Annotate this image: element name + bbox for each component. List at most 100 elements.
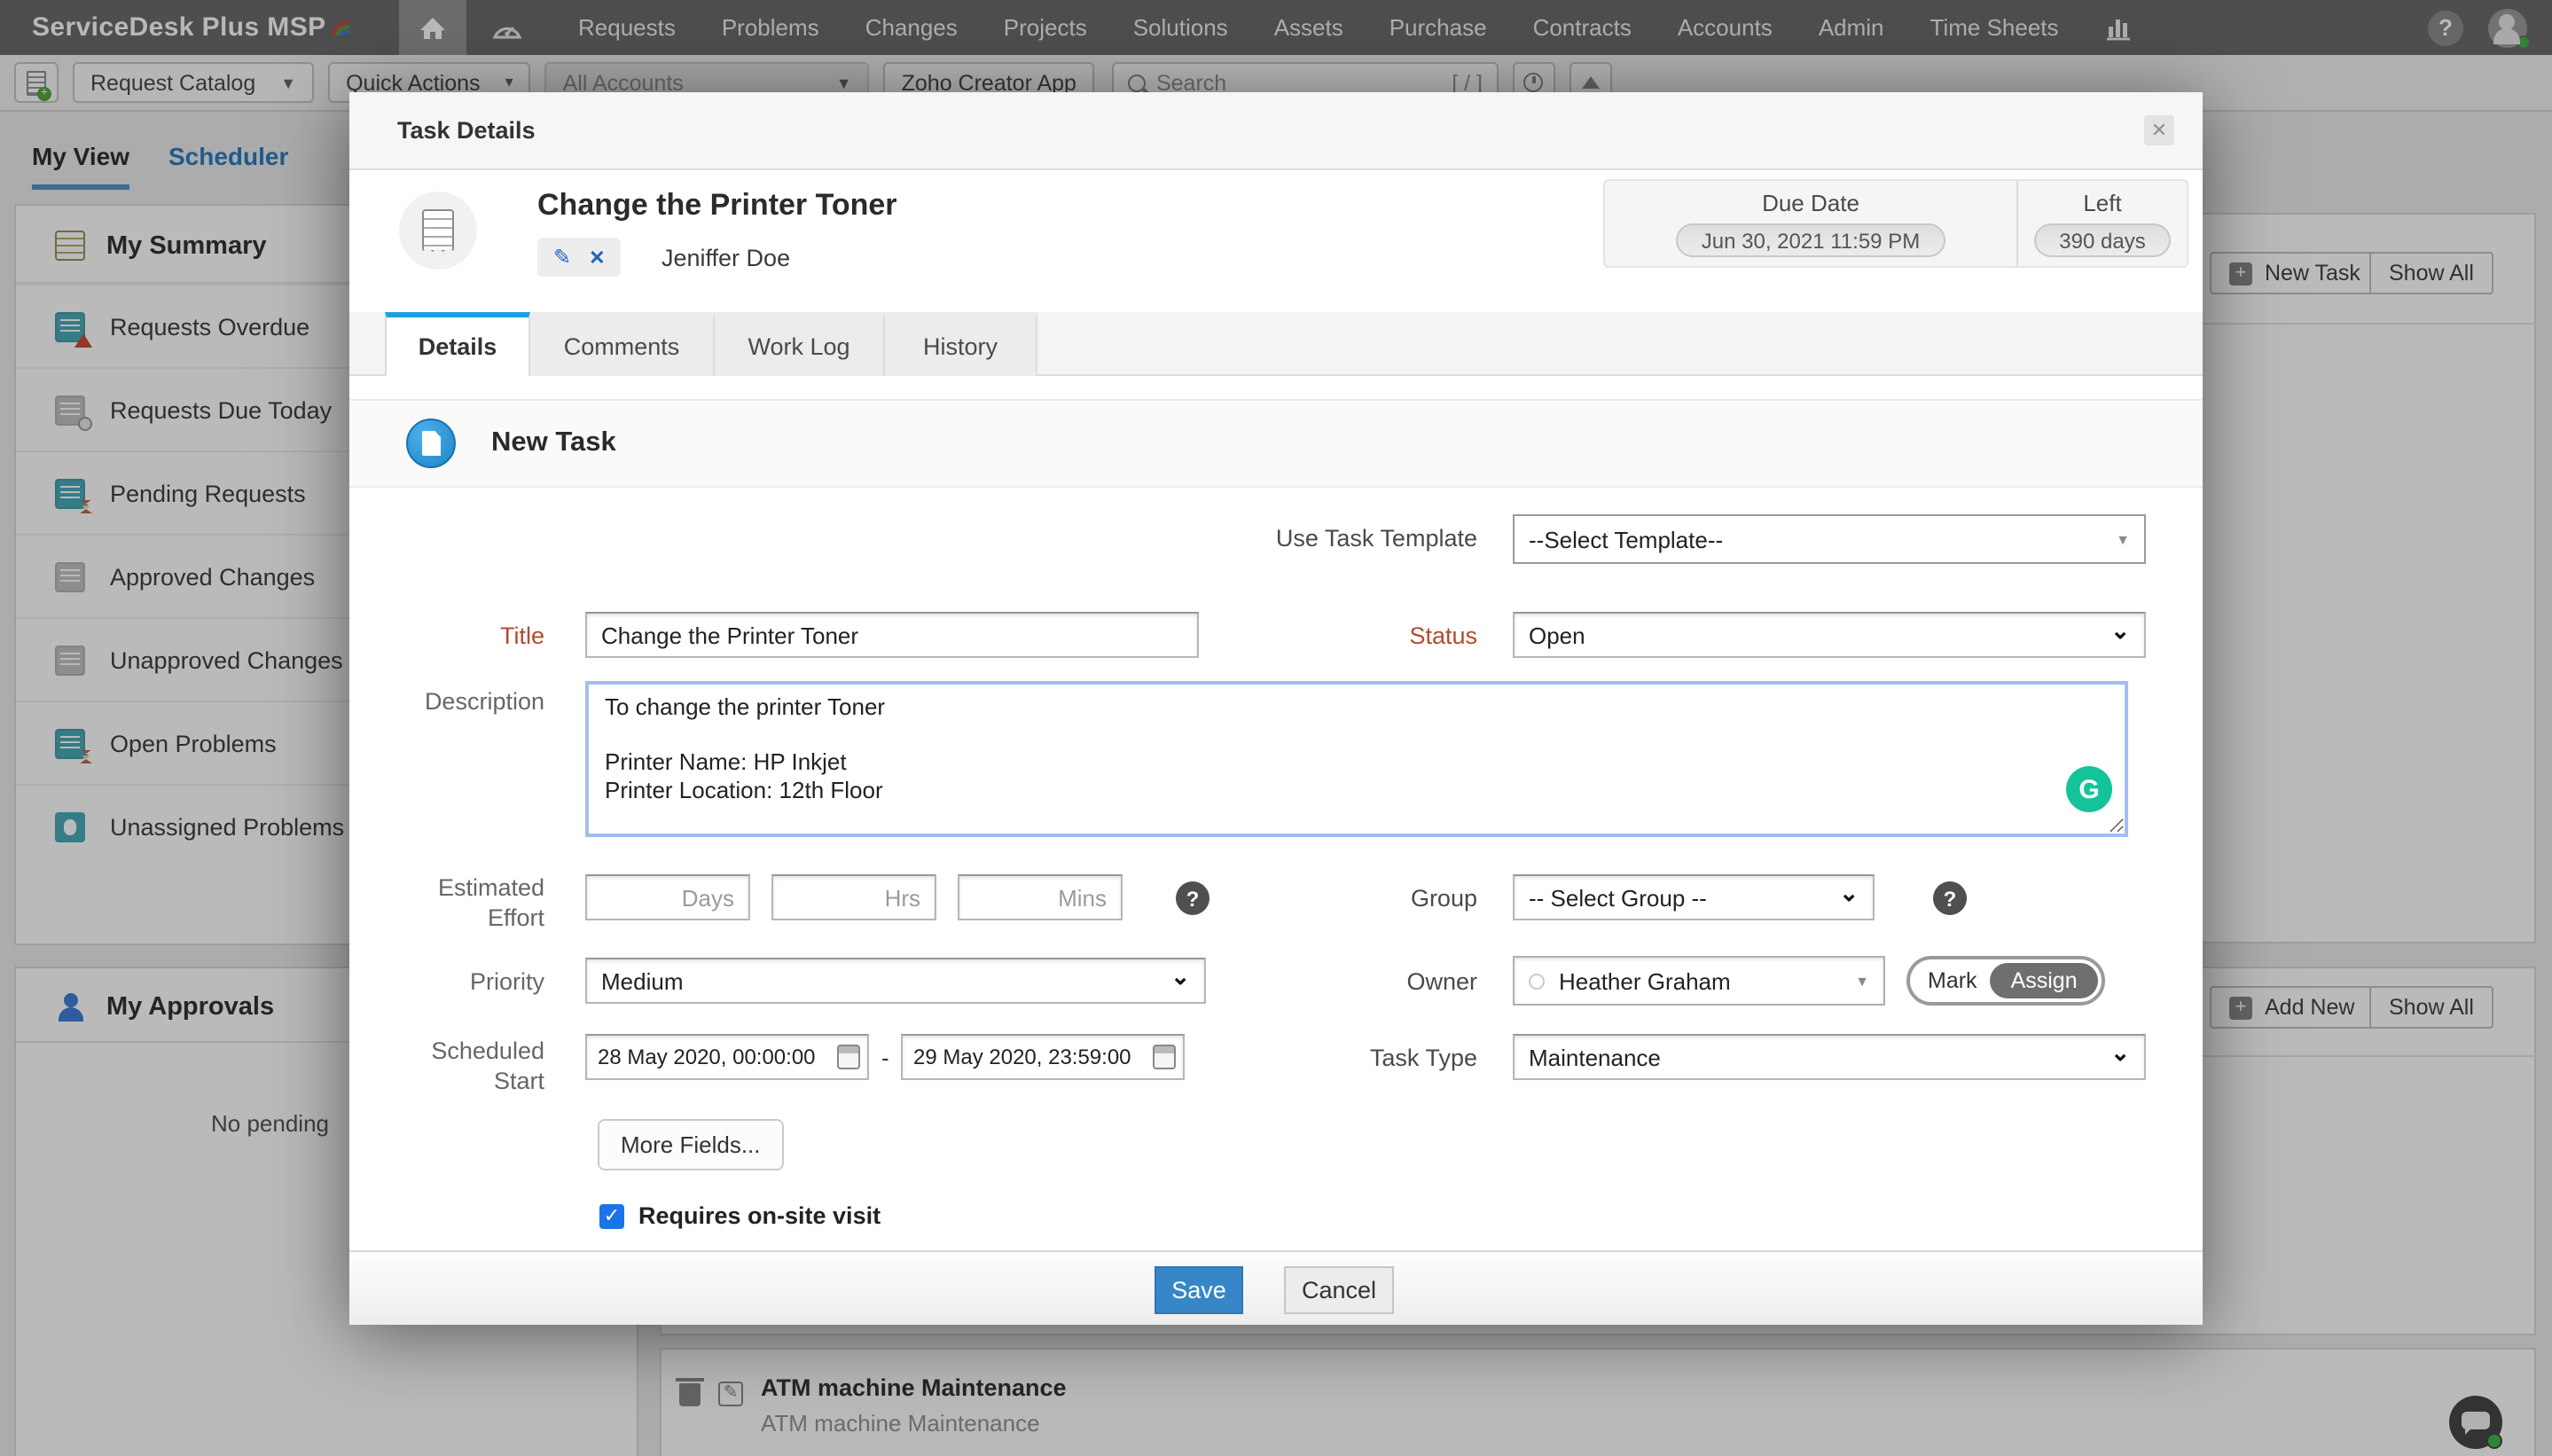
delete-x-icon[interactable]: ✕ bbox=[589, 247, 606, 269]
priority-select[interactable]: Medium ⌄ bbox=[585, 958, 1206, 1004]
save-button[interactable]: Save bbox=[1155, 1266, 1243, 1314]
task-type-select[interactable]: Maintenance ⌄ bbox=[1513, 1034, 2146, 1080]
bg-add-new-button[interactable]: + Add New bbox=[2210, 986, 2375, 1029]
brand-logo[interactable]: ServiceDesk Plus MSP bbox=[0, 0, 399, 55]
grammarly-icon[interactable]: G bbox=[2066, 766, 2112, 812]
plus-icon: + bbox=[2229, 262, 2252, 285]
effort-hours-input[interactable] bbox=[771, 874, 936, 920]
assign-button[interactable]: Assign bbox=[1989, 963, 2099, 998]
home-icon bbox=[420, 17, 445, 38]
effort-help-icon[interactable]: ? bbox=[1176, 881, 1209, 915]
title-label: Title bbox=[499, 622, 544, 649]
calendar-icon[interactable] bbox=[837, 1045, 860, 1069]
effort-label-line1: Estimated bbox=[437, 874, 544, 901]
my-approvals-card: My Approvals No pending bbox=[14, 967, 638, 1456]
effort-mins-input[interactable] bbox=[958, 874, 1123, 920]
description-label: Description bbox=[424, 688, 544, 715]
title-input[interactable] bbox=[585, 612, 1199, 658]
edit-pencil-icon[interactable]: ✎ bbox=[553, 245, 572, 270]
nav-item-time-sheets[interactable]: Time Sheets bbox=[1930, 14, 2059, 41]
mark-assign-control: Mark Assign bbox=[1906, 956, 2106, 1006]
task-type-label: Task Type bbox=[1369, 1045, 1477, 1071]
scheduled-end-input[interactable]: 29 May 2020, 23:59:00 bbox=[901, 1034, 1185, 1080]
user-avatar[interactable] bbox=[2488, 8, 2531, 49]
new-task-section-header: New Task bbox=[349, 399, 2203, 488]
scheduled-start-input[interactable]: 28 May 2020, 00:00:00 bbox=[585, 1034, 869, 1080]
change-unapproved-icon bbox=[55, 645, 85, 675]
nav-item-assets[interactable]: Assets bbox=[1273, 14, 1343, 41]
group-help-icon[interactable]: ? bbox=[1933, 881, 1967, 915]
more-fields-button[interactable]: More Fields... bbox=[598, 1119, 784, 1170]
sidebar-item-approved-changes[interactable]: Approved Changes bbox=[16, 534, 637, 617]
nav-item-requests[interactable]: Requests bbox=[578, 14, 676, 41]
description-textarea[interactable]: To change the printer Toner Printer Name… bbox=[585, 681, 2128, 837]
help-button[interactable]: ? bbox=[2428, 10, 2463, 45]
delete-icon[interactable] bbox=[676, 1377, 704, 1405]
close-icon[interactable]: ✕ bbox=[2144, 115, 2174, 145]
brand-swoosh-icon bbox=[331, 20, 350, 37]
triangle-up-icon bbox=[1581, 76, 1600, 89]
my-approvals-header: My Approvals bbox=[16, 968, 637, 1043]
edit-icon[interactable]: ✎ bbox=[718, 1382, 743, 1406]
plus-icon: + bbox=[2229, 996, 2252, 1019]
gauge-icon bbox=[492, 26, 522, 38]
tab-comments[interactable]: Comments bbox=[530, 312, 715, 376]
sidebar-item-unapproved-changes[interactable]: Unapproved Changes bbox=[16, 617, 637, 701]
catalog-doc-icon: + bbox=[27, 70, 51, 100]
person-icon bbox=[55, 991, 85, 1022]
nav-item-projects[interactable]: Projects bbox=[1003, 14, 1087, 41]
approvals-empty-text: No pending bbox=[211, 1110, 329, 1137]
onsite-checkbox[interactable]: ✓ bbox=[599, 1204, 624, 1229]
sidebar-item-requests-overdue[interactable]: Requests Overdue bbox=[16, 284, 637, 367]
tab-details[interactable]: Details bbox=[385, 312, 530, 376]
nav-item-problems[interactable]: Problems bbox=[721, 14, 819, 41]
nav-item-contracts[interactable]: Contracts bbox=[1532, 14, 1632, 41]
bg-show-all-button[interactable]: Show All bbox=[2369, 252, 2493, 294]
template-select[interactable]: --Select Template-- ▼ bbox=[1513, 514, 2146, 564]
bg-new-task-button[interactable]: + New Task bbox=[2210, 252, 2380, 294]
nav-home-tab[interactable] bbox=[399, 0, 466, 55]
sidebar-item-requests-due-today[interactable]: Requests Due Today bbox=[16, 367, 637, 450]
tab-scheduler[interactable]: Scheduler bbox=[168, 142, 289, 170]
task-type-badge bbox=[399, 192, 477, 270]
owner-select[interactable]: Heather Graham ▼ bbox=[1513, 956, 1885, 1006]
doc-clock-icon bbox=[55, 395, 92, 430]
owner-status-icon bbox=[1529, 973, 1545, 989]
tab-history[interactable]: History bbox=[885, 312, 1037, 376]
request-catalog-dropdown[interactable]: Request Catalog ▼ bbox=[73, 62, 315, 103]
owner-label: Owner bbox=[1406, 968, 1477, 995]
modal-footer: Save Cancel bbox=[349, 1250, 2203, 1325]
nav-right-cluster: ? bbox=[2428, 0, 2552, 55]
tab-work-log[interactable]: Work Log bbox=[715, 312, 885, 376]
status-label: Status bbox=[1409, 622, 1477, 649]
chevron-down-icon: ⌄ bbox=[2110, 617, 2130, 644]
nav-item-changes[interactable]: Changes bbox=[865, 14, 958, 41]
nav-item-solutions[interactable]: Solutions bbox=[1132, 14, 1228, 41]
group-select[interactable]: -- Select Group -- ⌄ bbox=[1513, 874, 1875, 920]
cancel-button[interactable]: Cancel bbox=[1284, 1266, 1394, 1314]
chat-button[interactable] bbox=[2449, 1396, 2502, 1449]
nav-item-accounts[interactable]: Accounts bbox=[1677, 14, 1773, 41]
nav-item-purchase[interactable]: Purchase bbox=[1389, 14, 1487, 41]
sidebar-item-pending-requests[interactable]: Pending Requests bbox=[16, 450, 637, 534]
modal-header: Task Details ✕ bbox=[349, 92, 2203, 170]
template-label: Use Task Template bbox=[1275, 525, 1477, 552]
due-date-value: Jun 30, 2021 11:59 PM bbox=[1676, 223, 1945, 257]
catalog-icon-button[interactable]: + bbox=[14, 62, 59, 103]
top-nav: ServiceDesk Plus MSP Requests Problems C… bbox=[0, 0, 2552, 55]
effort-days-input[interactable] bbox=[585, 874, 750, 920]
nav-reports-button[interactable] bbox=[2082, 0, 2155, 55]
nav-dashboard-button[interactable] bbox=[484, 0, 530, 55]
calendar-icon[interactable] bbox=[1153, 1045, 1176, 1069]
tab-my-view[interactable]: My View bbox=[32, 142, 129, 190]
sidebar-item-open-problems[interactable]: Open Problems bbox=[16, 701, 637, 784]
group-label: Group bbox=[1410, 885, 1477, 912]
modal-tabbar: Details Comments Work Log History bbox=[349, 312, 2203, 376]
chevron-down-icon: ⌄ bbox=[1839, 880, 1859, 906]
bg-show-all-button-2[interactable]: Show All bbox=[2369, 986, 2493, 1029]
nav-item-admin[interactable]: Admin bbox=[1818, 14, 1884, 41]
effort-label-line2: Effort bbox=[487, 904, 544, 931]
task-list-row[interactable]: ATM machine Maintenance ATM machine Main… bbox=[761, 1374, 1067, 1436]
status-select[interactable]: Open ⌄ bbox=[1513, 612, 2146, 658]
sidebar-item-unassigned-problems[interactable]: Unassigned Problems bbox=[16, 784, 637, 867]
